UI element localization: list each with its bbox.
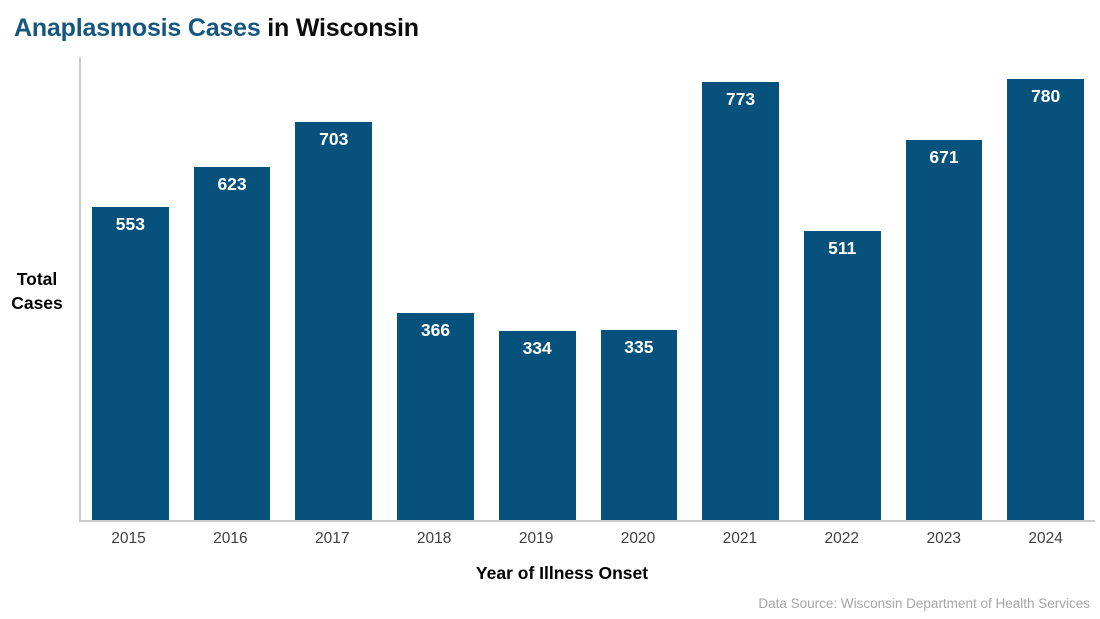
bar-value-label-2021: 773	[725, 89, 756, 110]
plot-area: 553 623 703 366 334 335 773 511 671 780	[79, 57, 1095, 522]
y-axis-label-line1: Total	[16, 269, 58, 289]
x-tick-label-2019: 2019	[518, 530, 554, 547]
bar-column-2023: 671	[905, 57, 983, 520]
bar-value-label-2024: 780	[1031, 85, 1061, 106]
bar-value-label-2016: 623	[217, 174, 247, 195]
bar-2018: 366	[397, 312, 474, 520]
x-tick-label-2023: 2023	[926, 530, 961, 547]
data-source-note: Data Source: Wisconsin Department of Hea…	[758, 596, 1090, 611]
bar-2022: 511	[803, 230, 881, 520]
bar-2023: 671	[905, 140, 983, 520]
x-tick-label-2022: 2022	[824, 530, 860, 547]
bar-column-2022: 511	[803, 57, 881, 520]
bar-2024: 780	[1007, 78, 1085, 520]
x-axis-tick-labels: 2015 2016 2017 2018 2019 2020 2021 2022 2023 2024	[79, 530, 1095, 548]
bar-column-2015: 553	[92, 57, 169, 520]
bar-2016: 623	[193, 167, 271, 520]
x-tick-label-2016: 2016	[213, 530, 248, 547]
bar-value-label-2020: 335	[624, 337, 654, 358]
bar-column-2018: 366	[397, 57, 474, 520]
bar-value-label-2023: 671	[929, 147, 959, 168]
bar-value-label-2018: 366	[420, 319, 451, 340]
bar-2019: 334	[498, 330, 576, 520]
bar-2020: 335	[600, 330, 678, 520]
bar-2021: 773	[702, 82, 779, 520]
x-tick-label-2020: 2020	[620, 530, 656, 547]
bar-2015: 553	[92, 207, 169, 520]
x-tick-label-2021: 2021	[722, 530, 758, 547]
bar-value-label-2017: 703	[319, 129, 349, 150]
bar-column-2016: 623	[193, 57, 271, 520]
x-tick-label-2018: 2018	[416, 530, 452, 547]
x-tick-label-2024: 2024	[1028, 530, 1063, 547]
bar-value-label-2015: 553	[115, 214, 145, 234]
page-title: Anaplasmosis Cases in Wisconsin	[14, 14, 419, 43]
bar-column-2017: 703	[295, 57, 373, 520]
bar-2017: 703	[295, 122, 373, 520]
bar-column-2021: 773	[702, 57, 779, 520]
bar-column-2024: 780	[1007, 57, 1085, 520]
x-axis-title: Year of Illness Onset	[475, 563, 649, 583]
bar-column-2020: 335	[600, 57, 678, 520]
title-accent-text: Anaplasmosis Cases	[14, 14, 261, 42]
x-tick-label-2017: 2017	[315, 530, 350, 547]
bar-column-2019: 334	[498, 57, 576, 520]
bar-value-label-2022: 511	[828, 237, 857, 258]
title-rest-text: in Wisconsin	[260, 14, 419, 42]
y-axis-label-line2: Cases	[11, 293, 63, 314]
y-axis-label: Total Cases	[0, 267, 74, 315]
bar-value-label-2019: 334	[522, 337, 552, 358]
x-tick-label-2015: 2015	[111, 530, 146, 547]
